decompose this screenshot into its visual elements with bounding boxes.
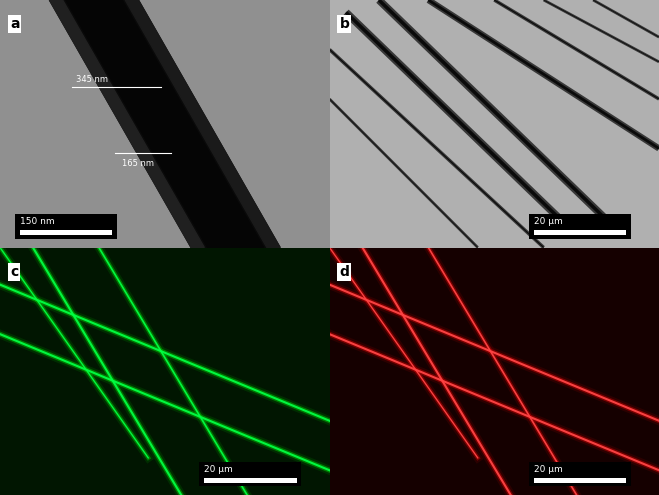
Polygon shape <box>49 0 280 248</box>
Text: 20 μm: 20 μm <box>534 217 563 226</box>
Text: 345 nm: 345 nm <box>76 75 108 84</box>
FancyBboxPatch shape <box>15 214 117 239</box>
Text: 150 nm: 150 nm <box>20 217 55 226</box>
Polygon shape <box>66 0 264 248</box>
Text: 165 nm: 165 nm <box>122 159 154 168</box>
Bar <box>204 478 297 483</box>
Text: 20 μm: 20 μm <box>534 465 563 474</box>
Text: a: a <box>10 17 19 31</box>
Bar <box>20 230 112 235</box>
FancyBboxPatch shape <box>199 461 302 486</box>
Bar <box>534 230 626 235</box>
Text: c: c <box>10 265 18 279</box>
Text: 20 μm: 20 μm <box>204 465 233 474</box>
Bar <box>534 478 626 483</box>
Polygon shape <box>125 0 280 248</box>
FancyBboxPatch shape <box>529 461 631 486</box>
Polygon shape <box>49 0 204 248</box>
Text: b: b <box>339 17 349 31</box>
FancyBboxPatch shape <box>529 214 631 239</box>
Text: d: d <box>339 265 349 279</box>
